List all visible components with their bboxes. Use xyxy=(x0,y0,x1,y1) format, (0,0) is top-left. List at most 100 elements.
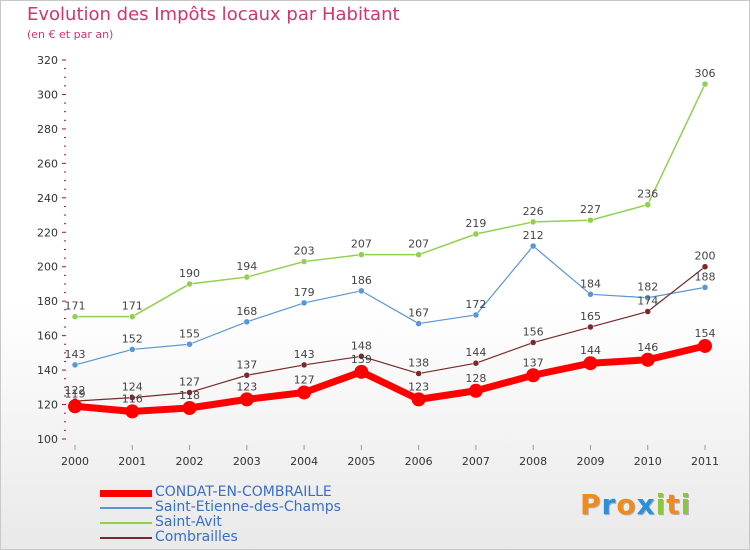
chart-series xyxy=(68,80,712,419)
data-point-condat-en-combraille xyxy=(239,392,254,407)
data-point-condat-en-combraille xyxy=(468,383,483,398)
data-point-combrailles xyxy=(472,359,480,367)
data-point-condat-en-combraille xyxy=(182,400,197,415)
proxiti-logo: Proxiti xyxy=(580,488,691,521)
legend-label: CONDAT-EN-COMBRAILLE xyxy=(155,484,332,500)
data-label-saint-etienne-des-champs: 186 xyxy=(351,274,372,287)
logo-letter: o xyxy=(616,488,637,521)
data-label-combrailles: 165 xyxy=(580,310,601,323)
data-point-combrailles xyxy=(644,308,651,315)
data-point-saint-etienne-des-champs xyxy=(71,361,79,369)
data-label-combrailles: 124 xyxy=(122,381,143,394)
y-tick-label: 280 xyxy=(37,123,58,136)
data-point-combrailles xyxy=(300,361,308,369)
data-label-combrailles: 137 xyxy=(236,358,257,371)
data-label-saint-etienne-des-champs: 167 xyxy=(408,307,429,320)
data-label-condat-en-combraille: 119 xyxy=(65,387,86,400)
data-label-saint-avit: 207 xyxy=(408,238,429,251)
data-label-condat-en-combraille: 144 xyxy=(580,344,601,357)
series-line-saint-etienne-des-champs xyxy=(74,245,706,366)
data-point-saint-etienne-des-champs xyxy=(186,341,193,348)
data-point-combrailles xyxy=(243,372,251,379)
y-tick-label: 120 xyxy=(37,399,58,412)
data-label-combrailles: 200 xyxy=(695,250,716,263)
data-label-saint-avit: 227 xyxy=(580,203,601,216)
x-tick-label: 2006 xyxy=(405,455,433,468)
x-tick-label: 2011 xyxy=(691,455,719,468)
data-point-saint-etienne-des-champs xyxy=(358,287,365,295)
logo-letter: r xyxy=(601,488,617,521)
legend-swatch xyxy=(100,522,152,524)
data-label-condat-en-combraille: 116 xyxy=(122,392,143,405)
data-point-saint-etienne-des-champs xyxy=(472,311,480,319)
data-point-saint-avit xyxy=(300,258,308,265)
data-label-condat-en-combraille: 118 xyxy=(179,389,200,402)
series-line-saint-avit xyxy=(74,83,706,318)
data-point-combrailles xyxy=(529,339,537,346)
logo-letter: P xyxy=(580,488,602,521)
data-label-saint-etienne-des-champs: 168 xyxy=(236,305,257,318)
y-tick-label: 100 xyxy=(37,433,58,446)
logo-letter: t xyxy=(666,488,681,521)
data-label-condat-en-combraille: 139 xyxy=(351,353,372,366)
y-tick-label: 220 xyxy=(37,226,58,239)
logo-letter: i xyxy=(680,488,692,521)
data-point-combrailles xyxy=(415,370,422,377)
data-point-saint-etienne-des-champs xyxy=(644,294,651,301)
data-label-combrailles: 156 xyxy=(523,326,544,339)
y-tick-label: 260 xyxy=(37,157,58,170)
x-tick-label: 2007 xyxy=(462,455,490,468)
data-label-saint-avit: 226 xyxy=(523,205,544,218)
data-point-combrailles xyxy=(701,263,709,270)
data-label-saint-avit: 171 xyxy=(122,300,143,313)
y-tick-label: 140 xyxy=(37,364,58,377)
data-point-condat-en-combraille xyxy=(411,392,426,407)
data-label-saint-avit: 194 xyxy=(236,260,257,273)
data-point-saint-avit xyxy=(644,201,651,208)
data-point-condat-en-combraille xyxy=(640,352,655,367)
legend-label: Combrailles xyxy=(155,529,238,545)
data-point-saint-etienne-des-champs xyxy=(243,318,251,326)
data-label-condat-en-combraille: 137 xyxy=(523,356,544,369)
data-label-saint-avit: 306 xyxy=(695,67,716,80)
data-label-saint-etienne-des-champs: 172 xyxy=(465,298,486,311)
y-tick-label: 180 xyxy=(37,295,58,308)
data-label-saint-avit: 203 xyxy=(294,245,315,258)
data-point-combrailles xyxy=(129,394,136,401)
data-label-saint-avit: 171 xyxy=(65,300,86,313)
data-point-saint-etienne-des-champs xyxy=(701,284,709,291)
data-point-saint-avit xyxy=(415,251,422,258)
x-tick-label: 2008 xyxy=(519,455,547,468)
data-point-saint-avit xyxy=(186,280,193,288)
data-label-combrailles: 174 xyxy=(637,295,658,308)
data-point-combrailles xyxy=(358,353,365,360)
data-point-condat-en-combraille xyxy=(68,399,82,414)
y-tick-label: 320 xyxy=(37,54,58,67)
data-label-saint-etienne-des-champs: 184 xyxy=(580,277,601,290)
chart-subtitle: (en € et par an) xyxy=(27,28,114,41)
data-label-saint-etienne-des-champs: 188 xyxy=(695,270,716,283)
data-label-condat-en-combraille: 128 xyxy=(465,372,486,385)
data-label-saint-etienne-des-champs: 155 xyxy=(179,327,200,340)
data-label-saint-etienne-des-champs: 212 xyxy=(523,229,544,242)
data-label-condat-en-combraille: 123 xyxy=(408,380,429,393)
legend-label: Saint-Etienne-des-Champs xyxy=(155,499,341,515)
data-label-combrailles: 148 xyxy=(351,339,372,352)
y-tick-label: 160 xyxy=(37,330,58,343)
data-point-saint-avit xyxy=(243,273,251,281)
x-tick-label: 2010 xyxy=(634,455,662,468)
y-tick-label: 300 xyxy=(37,88,58,101)
data-label-combrailles: 122 xyxy=(65,384,86,397)
legend-label: Saint-Avit xyxy=(155,514,222,530)
x-tick-label: 2009 xyxy=(576,455,604,468)
data-label-condat-en-combraille: 127 xyxy=(294,373,315,386)
data-point-condat-en-combraille xyxy=(526,368,541,383)
data-label-saint-avit: 207 xyxy=(351,238,372,251)
legend-swatch xyxy=(100,507,152,509)
data-label-combrailles: 127 xyxy=(179,375,200,388)
x-tick-label: 2005 xyxy=(347,455,375,468)
x-tick-label: 2002 xyxy=(176,455,204,468)
data-point-saint-avit xyxy=(529,218,537,226)
